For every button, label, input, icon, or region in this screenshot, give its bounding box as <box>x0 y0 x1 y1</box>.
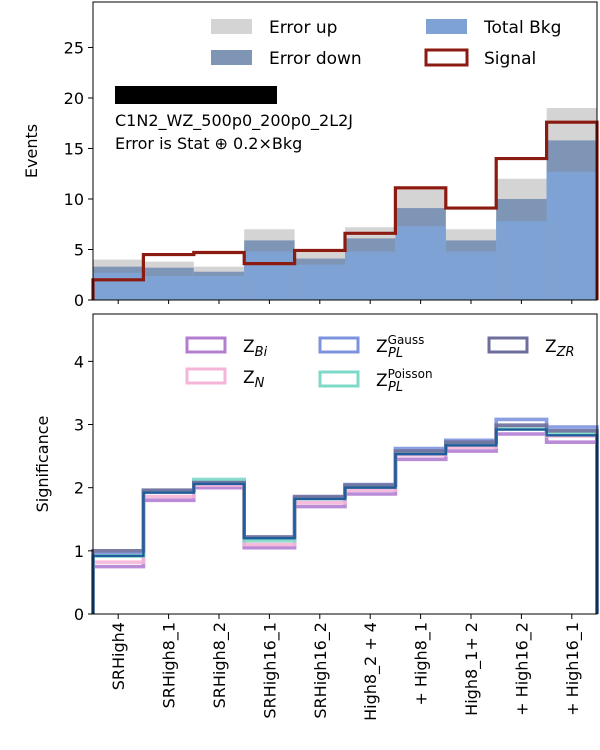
significance-y-ticks: 0 1 2 3 4 <box>74 352 93 624</box>
signal-histogram <box>91 120 599 300</box>
total-bkg-bar <box>294 264 345 300</box>
total-bkg-bar <box>445 251 497 300</box>
significance-y-axis-label: Significance <box>33 416 52 513</box>
legend-label: ZBi <box>243 337 268 360</box>
events-y-tick-label: 15 <box>64 139 84 158</box>
significance-y-tick-label: 0 <box>74 605 84 624</box>
legend-label: ZN <box>243 368 265 391</box>
category-label: SRHigh4 <box>109 622 128 690</box>
significance-step-line <box>91 428 599 614</box>
legend-label: ZZR <box>545 337 575 360</box>
signal-step-line <box>91 120 599 300</box>
events-y-tick-label: 0 <box>74 291 84 310</box>
category-label: SRHigh16_2 <box>311 622 331 719</box>
significance-step-line <box>91 425 599 614</box>
legend-error-up-label: Error up <box>269 18 337 38</box>
significance-y-tick-label: 4 <box>74 352 84 371</box>
legend-label: ZGauss PL <box>376 333 424 361</box>
category-label: SRHigh8_2 <box>210 622 230 708</box>
events-plot-frame <box>92 1 598 301</box>
significance-lines <box>91 417 599 614</box>
category-label: High8_1+ 2 <box>462 622 482 716</box>
category-label: + High16_1 <box>563 622 583 716</box>
events-panel: 0 5 10 15 20 25 Events C1N2_WZ_500p0_200p0_2L… <box>22 1 599 310</box>
total-bkg-bar <box>193 275 245 300</box>
events-bars <box>93 108 597 300</box>
legend-swatch <box>318 336 360 354</box>
significance-step-line <box>91 423 599 614</box>
events-legend: Error up Total Bkg Error down Signal <box>211 18 561 69</box>
legend-signal-label: Signal <box>484 49 536 69</box>
events-y-ticks: 0 5 10 15 20 25 <box>64 38 93 310</box>
category-label: SRHigh8_1 <box>160 622 180 708</box>
significance-step-line <box>91 432 599 614</box>
legend-error-down-swatch <box>211 50 252 65</box>
legend-signal-swatch <box>424 48 469 67</box>
total-bkg-bar <box>345 251 396 300</box>
total-bkg-bar <box>546 171 597 300</box>
events-y-tick-label: 25 <box>64 38 84 57</box>
legend-swatch <box>487 336 529 354</box>
events-y-axis-label: Events <box>22 124 41 178</box>
category-label: + High8_1 <box>412 622 432 706</box>
category-label: + High16_2 <box>512 622 532 716</box>
significance-y-tick-label: 2 <box>74 479 84 498</box>
events-y-tick-label: 20 <box>64 89 84 108</box>
significance-legend: ZBi ZN ZGauss PL ZPoisson PL ZZR <box>185 333 575 395</box>
redacted-title-bar <box>115 86 277 104</box>
significance-x-ticks: SRHigh4 SRHigh8_1 SRHigh8_2 SRHigh16_1 SRHig… <box>109 614 583 721</box>
events-x-ticks <box>117 300 573 304</box>
legend-label: ZPoisson PL <box>376 367 433 395</box>
events-y-tick-label: 10 <box>64 190 84 209</box>
significance-y-tick-label: 1 <box>74 542 84 561</box>
legend-swatch <box>318 370 360 388</box>
significance-y-tick-label: 3 <box>74 416 84 435</box>
total-bkg-bar <box>496 221 547 300</box>
significance-step-line <box>91 417 599 614</box>
error-description-label: Error is Stat ⊕ 0.2×Bkg <box>115 134 302 153</box>
legend-total-bkg-label: Total Bkg <box>483 18 561 38</box>
events-y-tick-label: 5 <box>74 240 84 259</box>
significance-plot-frame <box>92 313 598 615</box>
total-bkg-bar <box>244 251 295 300</box>
significance-step-line <box>91 427 599 614</box>
total-bkg-bar <box>395 226 446 300</box>
category-label: High8_2 + 4 <box>361 622 381 721</box>
significance-panel: 0 1 2 3 4 SRHigh4 SRHigh8_1 SRHigh8_2 SRHigh16_… <box>33 313 599 721</box>
sample-name-label: C1N2_WZ_500p0_200p0_2L2J <box>115 111 353 131</box>
total-bkg-bar <box>143 275 194 300</box>
legend-swatch <box>185 336 227 354</box>
total-bkg-bar <box>93 272 144 300</box>
legend-swatch <box>185 367 227 385</box>
category-label: SRHigh16_1 <box>260 622 280 719</box>
legend-error-up-swatch <box>211 19 252 34</box>
legend-total-bkg-swatch <box>426 19 467 34</box>
legend-error-down-label: Error down <box>269 49 362 69</box>
